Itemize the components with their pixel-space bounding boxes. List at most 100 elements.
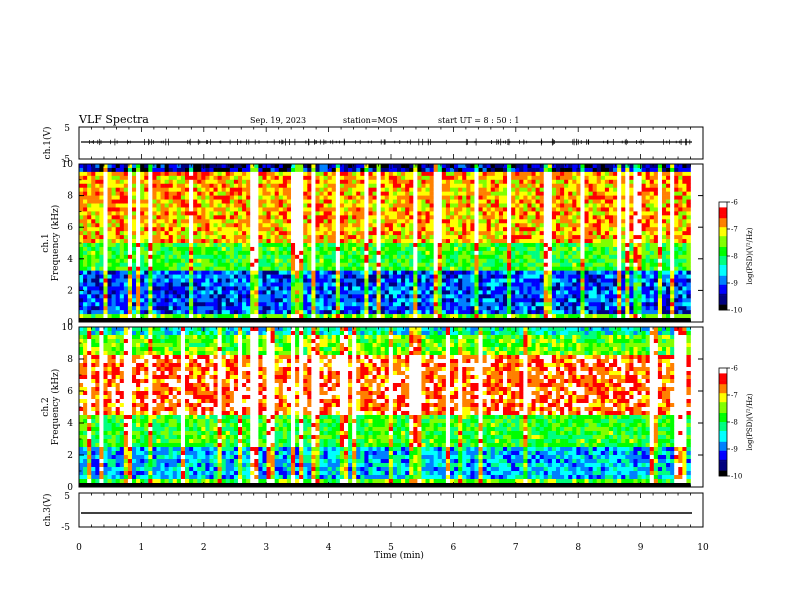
spectrogram-cell (221, 195, 227, 200)
spectrogram-cell (136, 227, 141, 232)
spectrogram-cell (523, 207, 528, 212)
spectrogram-cell (311, 235, 316, 240)
spectrogram-cell (429, 183, 434, 188)
spectrogram-cell (323, 239, 328, 244)
spectrogram-cell (107, 199, 112, 204)
spectrogram-cell (233, 278, 239, 283)
spectrogram-cell (201, 223, 206, 228)
spectrogram-cell (502, 187, 508, 192)
spectrogram-cell (356, 199, 361, 204)
spectrogram-cell (242, 274, 247, 279)
spectrogram-cell (502, 171, 508, 177)
spectrogram-cell (286, 298, 292, 303)
spectrogram-cell (388, 282, 394, 287)
spectrogram-cell (250, 164, 255, 169)
spectrogram-cell (376, 227, 381, 232)
spectrogram-cell (213, 278, 218, 283)
spectrogram-cell (331, 167, 337, 173)
spectrogram-cell (568, 211, 573, 216)
spectrogram-cell (364, 211, 369, 216)
spectrogram-cell (437, 164, 443, 169)
spectrogram-cell (331, 298, 337, 303)
spectrogram-cell (519, 219, 524, 224)
spectrogram-cell (209, 282, 214, 287)
spectrogram-cell (396, 167, 402, 173)
spectrogram-cell (123, 231, 129, 236)
spectrogram-cell (462, 191, 467, 196)
spectrogram-cell (266, 215, 271, 220)
spectrogram-cell (539, 254, 545, 260)
spectrogram-cell (295, 262, 300, 267)
spectrogram-cell (474, 246, 479, 252)
spectrogram-cell (295, 183, 300, 188)
spectrogram-cell (144, 183, 149, 188)
spectrogram-cell (213, 211, 218, 216)
spectrogram-cell (99, 164, 104, 169)
spectrogram-cell (205, 286, 210, 291)
spectrogram-cell (531, 274, 536, 279)
spectrogram-cell (376, 258, 381, 264)
spectrogram-cell (490, 199, 496, 204)
spectrogram-cell (543, 250, 549, 256)
spectrogram-cell (180, 171, 186, 177)
spectrogram-cell (123, 266, 129, 271)
spectrogram-cell (433, 239, 439, 244)
spectrogram-cell (201, 191, 206, 196)
spectrogram-cell (396, 290, 402, 295)
spectrogram-cell (372, 294, 377, 299)
spectrogram-cell (286, 187, 292, 192)
spectrogram-cell (494, 175, 500, 181)
spectrogram-cell (396, 239, 402, 244)
spectrogram-cell (209, 286, 214, 291)
spectrogram-cell (560, 270, 565, 275)
spectrogram-cell (360, 235, 365, 240)
spectrogram-cell (303, 266, 308, 271)
spectrogram-cell (270, 278, 275, 283)
spectrogram-cell (360, 262, 365, 267)
spectrogram-cell (205, 203, 210, 208)
spectrogram-cell (388, 239, 394, 244)
spectrogram-cell (417, 215, 422, 220)
spectrogram-cell (368, 286, 373, 291)
spectrogram-cell (535, 227, 540, 232)
spectrogram-cell (494, 290, 500, 295)
spectrogram-cell (437, 239, 443, 244)
spectrogram-cell (266, 167, 271, 173)
spectrogram-cell (91, 179, 96, 185)
spectrogram-cell (185, 278, 190, 283)
spectrogram-cell (233, 294, 239, 299)
spectrogram-cell (339, 302, 345, 307)
spectrogram-cell (233, 243, 239, 248)
spectrogram-cell (193, 199, 198, 204)
spectrogram-cell (401, 167, 406, 173)
spectrogram-cell (323, 215, 328, 220)
spectrogram-cell (478, 306, 483, 311)
spectrogram-cell (299, 314, 304, 319)
spectrogram-cell (539, 239, 545, 244)
spectrogram-cell (376, 195, 381, 200)
spectrogram-cell (392, 286, 398, 291)
spectrogram-cell (531, 239, 536, 244)
spectrogram-cell (115, 286, 121, 291)
spectrogram-cell (168, 199, 174, 204)
spectrogram-cell (242, 195, 247, 200)
spectrogram-cell (384, 246, 390, 252)
spectrogram-cell (421, 294, 426, 299)
spectrogram-cell (132, 179, 137, 185)
spectrogram-cell (458, 175, 463, 181)
spectrogram-cell (209, 171, 214, 177)
spectrogram-cell (233, 258, 239, 264)
spectrogram-cell (119, 219, 125, 224)
spectrogram-cell (229, 298, 235, 303)
spectrogram-cell (103, 183, 108, 188)
spectrogram-cell (274, 282, 280, 287)
spectrogram-cell (560, 258, 565, 264)
spectrogram-cell (99, 167, 104, 173)
spectrogram-cell (384, 239, 390, 244)
spectrogram-cell (311, 231, 316, 236)
spectrogram-cell (103, 278, 108, 283)
spectrogram-cell (335, 243, 341, 248)
spectrogram-cell (140, 270, 145, 275)
spectrogram-cell (103, 203, 108, 208)
spectrogram-cell (156, 266, 161, 271)
